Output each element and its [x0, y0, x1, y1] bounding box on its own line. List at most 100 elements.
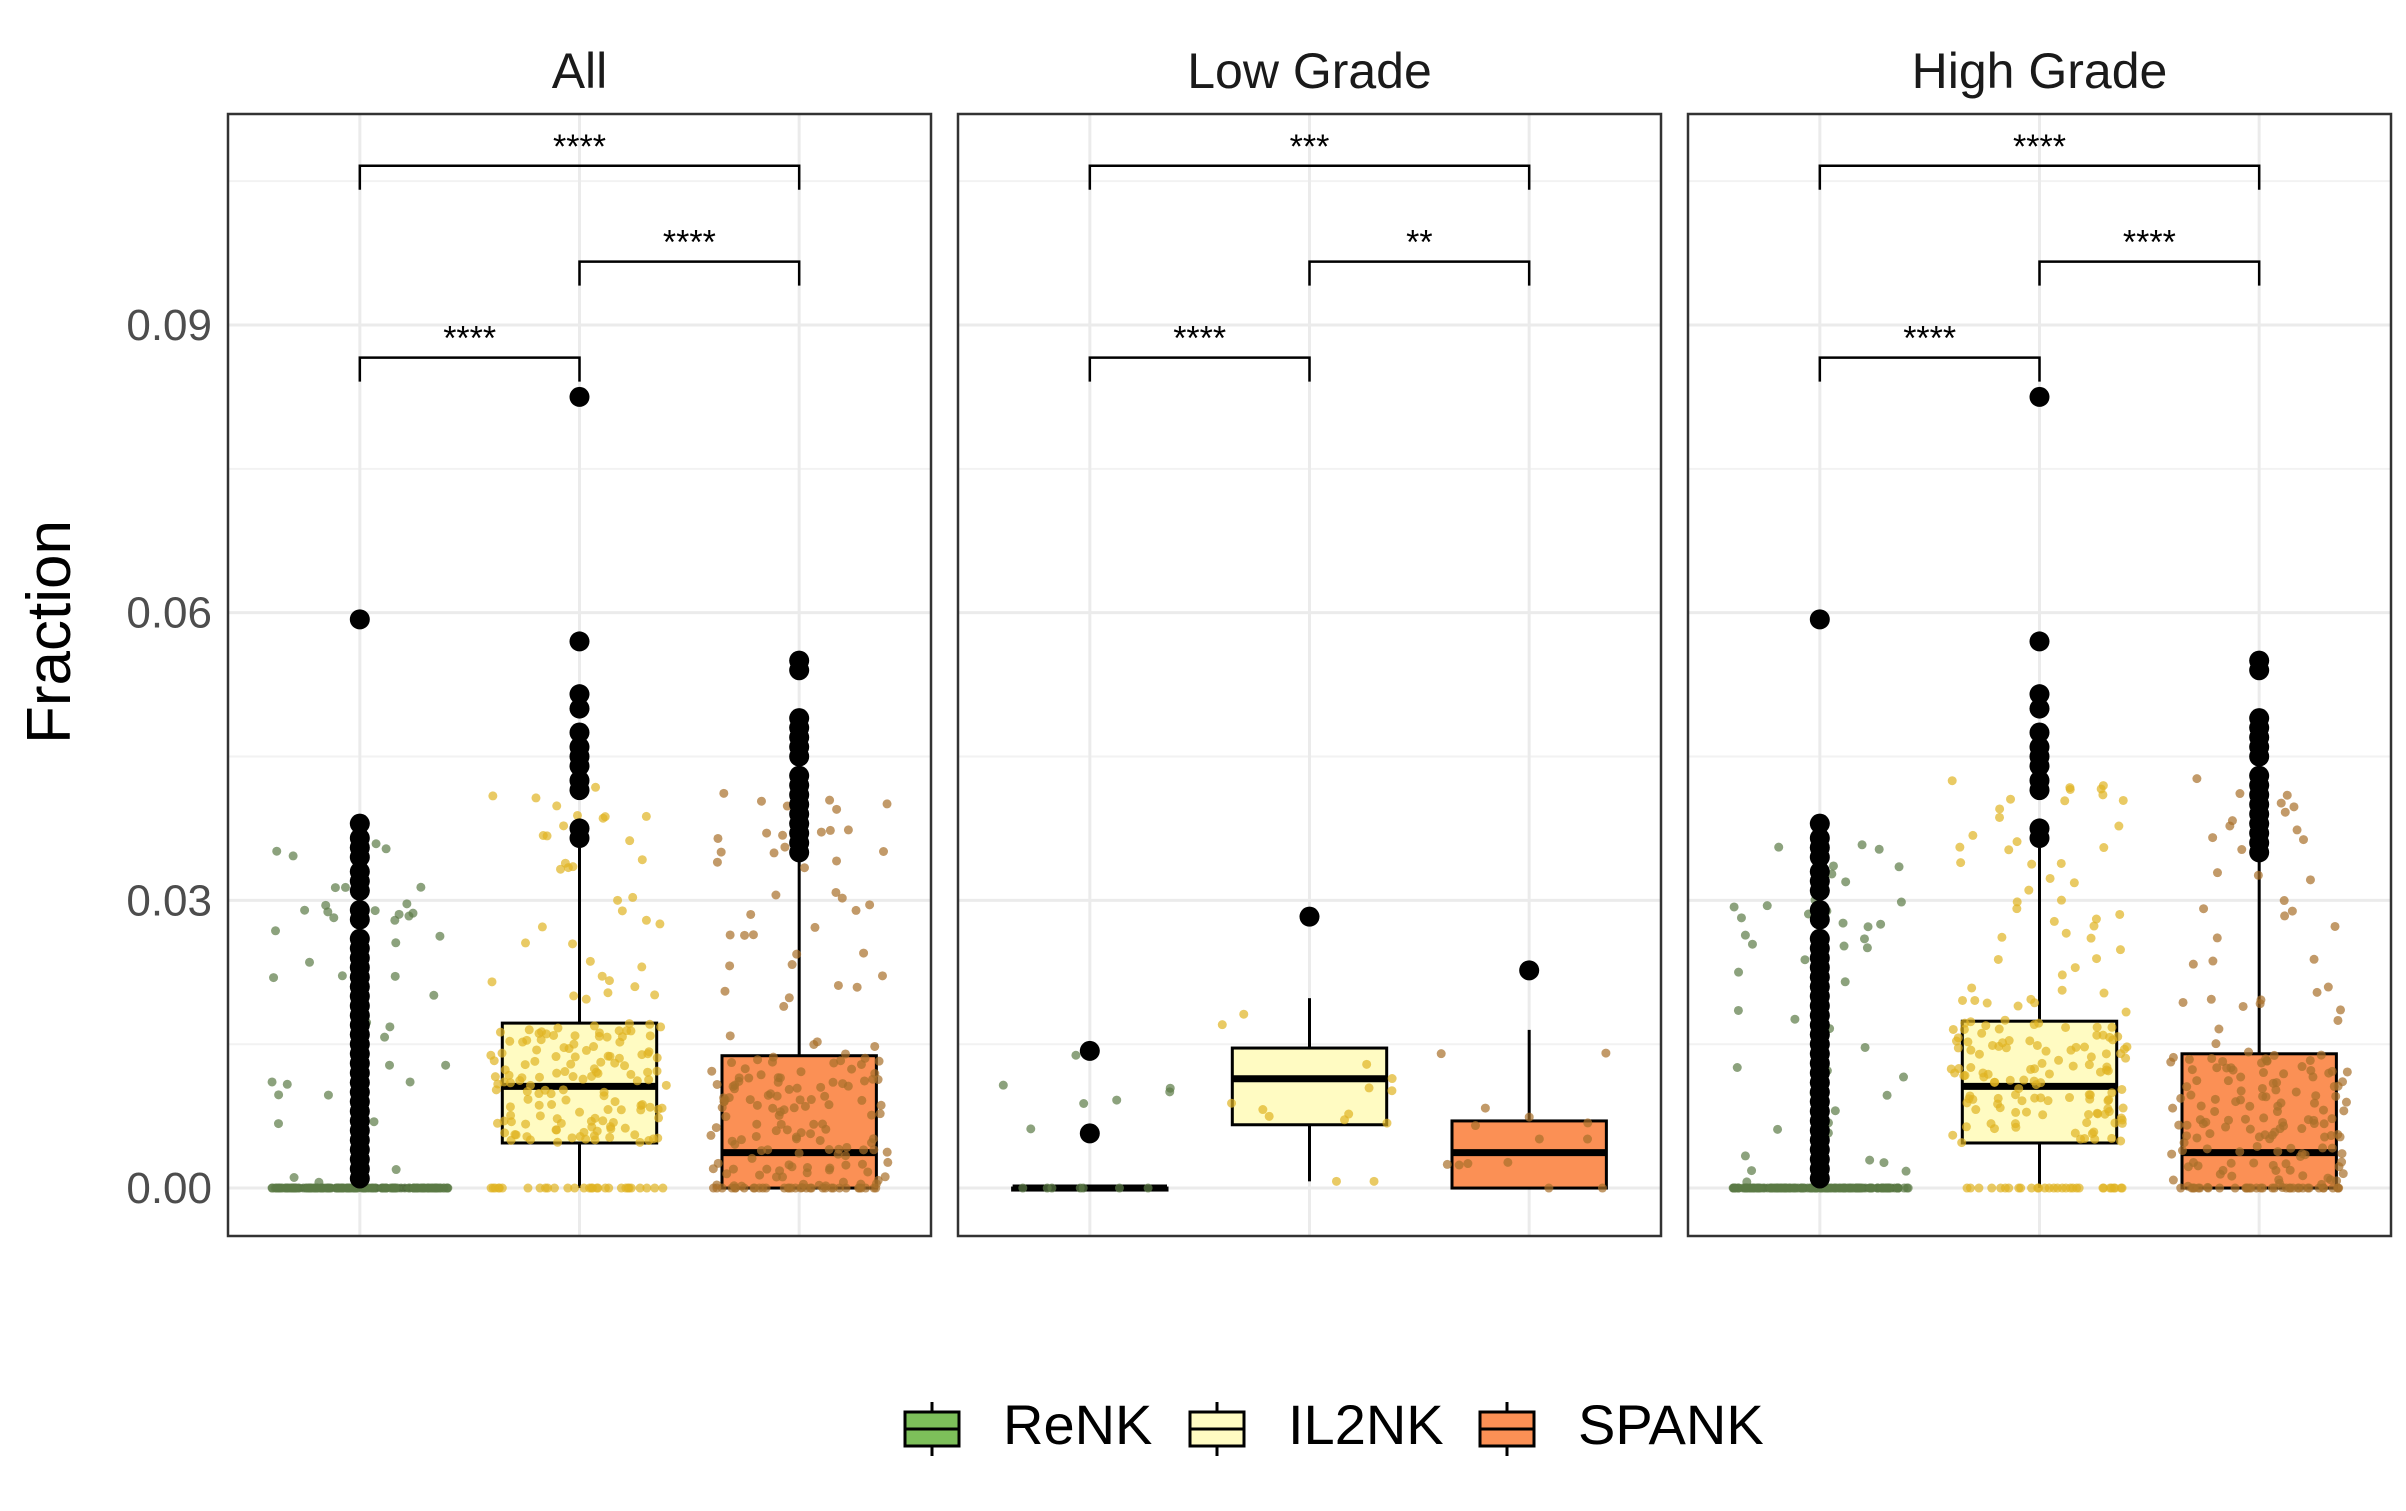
jitter-point — [2117, 1084, 2127, 1094]
jitter-point — [570, 1183, 580, 1193]
jitter-point — [530, 1056, 540, 1066]
jitter-point — [380, 1032, 390, 1042]
jitter-point — [1971, 1105, 1981, 1115]
jitter-point — [522, 1132, 532, 1142]
jitter-point — [740, 1064, 750, 1074]
outlier-point — [569, 631, 590, 652]
jitter-point — [2206, 994, 2216, 1004]
jitter-point — [2208, 833, 2218, 843]
jitter-point — [1968, 830, 1978, 840]
outlier-point — [1519, 960, 1540, 981]
jitter-point — [730, 1139, 740, 1149]
jitter-point — [2312, 987, 2322, 997]
jitter-point — [2178, 997, 2188, 1007]
jitter-point — [825, 825, 835, 835]
jitter-point — [859, 1076, 869, 1086]
jitter-point — [603, 1105, 613, 1115]
jitter-point — [569, 991, 579, 1001]
jitter-point — [581, 994, 591, 1004]
significance-label: **** — [2013, 128, 2066, 166]
jitter-point — [269, 973, 279, 983]
jitter-point — [800, 1101, 810, 1111]
jitter-point — [585, 1183, 595, 1193]
jitter-point — [305, 957, 315, 967]
jitter-point — [429, 990, 439, 1000]
jitter-point — [2199, 904, 2209, 914]
jitter-point — [590, 1135, 600, 1145]
jitter-point — [816, 827, 826, 837]
jitter-point — [1841, 877, 1851, 887]
jitter-point — [563, 1183, 573, 1193]
jitter-point — [1830, 1106, 1840, 1116]
legend-item-spank: SPANK — [1478, 1393, 1764, 1456]
jitter-point — [2027, 1183, 2037, 1193]
jitter-point — [637, 1050, 647, 1060]
jitter-point — [1974, 1183, 1984, 1193]
jitter-point — [833, 1149, 843, 1159]
box-spank — [1436, 960, 1611, 1193]
jitter-point — [838, 1079, 848, 1089]
jitter-point — [875, 1109, 885, 1119]
jitter-point — [2092, 954, 2102, 964]
significance-bracket — [2038, 260, 2261, 286]
jitter-point — [2214, 1024, 2224, 1034]
jitter-point — [637, 962, 647, 972]
jitter-point — [2279, 1069, 2289, 1079]
jitter-point — [1865, 1155, 1875, 1165]
jitter-point — [1597, 1183, 1607, 1193]
jitter-point — [381, 1183, 391, 1193]
jitter-point — [2337, 1149, 2347, 1159]
jitter-point — [654, 1113, 664, 1123]
jitter-point — [2092, 1108, 2102, 1118]
jitter-point — [2336, 1005, 2346, 1015]
jitter-point — [2054, 1055, 2064, 1065]
jitter-point — [641, 915, 651, 925]
jitter-point — [734, 1076, 744, 1086]
jitter-point — [740, 930, 750, 940]
jitter-point — [1879, 1158, 1889, 1168]
jitter-point — [558, 1085, 568, 1095]
jitter-point — [1790, 1014, 1800, 1024]
jitter-point — [616, 1105, 626, 1115]
jitter-point — [2115, 945, 2125, 955]
jitter-point — [500, 1128, 510, 1138]
jitter-point — [2309, 1098, 2319, 1108]
jitter-point — [563, 863, 573, 873]
jitter-point — [1258, 1105, 1268, 1115]
jitter-point — [1878, 1183, 1888, 1193]
jitter-point — [2184, 1054, 2194, 1064]
jitter-point — [1977, 1028, 1987, 1038]
significance-label: ** — [1406, 224, 1432, 262]
jitter-point — [630, 1130, 640, 1140]
jitter-point — [2282, 790, 2292, 800]
legend-item-renk: ReNK — [903, 1393, 1152, 1456]
jitter-point — [867, 1110, 877, 1120]
jitter-point — [537, 922, 547, 932]
jitter-point — [736, 1135, 746, 1145]
jitter-point — [564, 1044, 574, 1054]
jitter-point — [2019, 1075, 2029, 1085]
jitter-point — [2280, 807, 2290, 817]
jitter-point — [656, 1022, 666, 1032]
jitter-point — [589, 1021, 599, 1031]
jitter-point — [2287, 906, 2297, 916]
jitter-point — [2085, 1090, 2095, 1100]
jitter-point — [774, 1110, 784, 1120]
jitter-point — [2065, 1093, 2075, 1103]
jitter-point — [2297, 1149, 2307, 1159]
jitter-point — [2167, 1149, 2177, 1159]
jitter-point — [506, 1117, 516, 1127]
jitter-point — [330, 883, 340, 893]
jitter-point — [1894, 862, 1904, 872]
jitter-point — [2244, 1047, 2254, 1057]
jitter-point — [655, 919, 665, 929]
jitter-point — [596, 1057, 606, 1067]
jitter-point — [722, 1169, 732, 1179]
jitter-point — [1959, 1071, 1969, 1081]
jitter-point — [570, 1052, 580, 1062]
jitter-point — [531, 793, 541, 803]
jitter-point — [773, 1077, 783, 1087]
jitter-point — [833, 980, 843, 990]
jitter-point — [371, 839, 381, 849]
